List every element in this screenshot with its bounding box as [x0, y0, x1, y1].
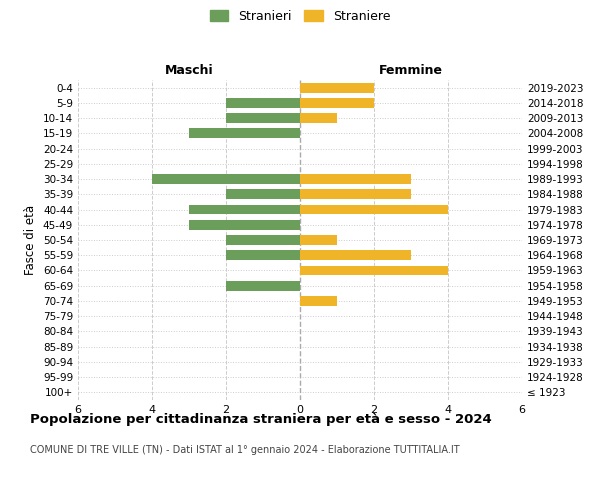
Bar: [300, 190, 411, 199]
Bar: [226, 235, 300, 245]
Text: Maschi: Maschi: [164, 64, 214, 78]
Text: COMUNE DI TRE VILLE (TN) - Dati ISTAT al 1° gennaio 2024 - Elaborazione TUTTITAL: COMUNE DI TRE VILLE (TN) - Dati ISTAT al…: [30, 445, 460, 455]
Bar: [226, 250, 300, 260]
Bar: [189, 220, 300, 230]
Bar: [300, 235, 337, 245]
Bar: [226, 98, 300, 108]
Bar: [226, 190, 300, 199]
Bar: [300, 174, 411, 184]
Bar: [300, 98, 374, 108]
Bar: [152, 174, 300, 184]
Y-axis label: Fasce di età: Fasce di età: [25, 205, 37, 275]
Bar: [300, 113, 337, 123]
Bar: [189, 128, 300, 138]
Bar: [300, 82, 374, 92]
Bar: [300, 250, 411, 260]
Text: Femmine: Femmine: [379, 64, 443, 78]
Bar: [226, 281, 300, 290]
Text: Popolazione per cittadinanza straniera per età e sesso - 2024: Popolazione per cittadinanza straniera p…: [30, 412, 492, 426]
Bar: [226, 113, 300, 123]
Bar: [189, 204, 300, 214]
Bar: [300, 266, 448, 276]
Bar: [300, 296, 337, 306]
Legend: Stranieri, Straniere: Stranieri, Straniere: [206, 6, 394, 26]
Bar: [300, 204, 448, 214]
